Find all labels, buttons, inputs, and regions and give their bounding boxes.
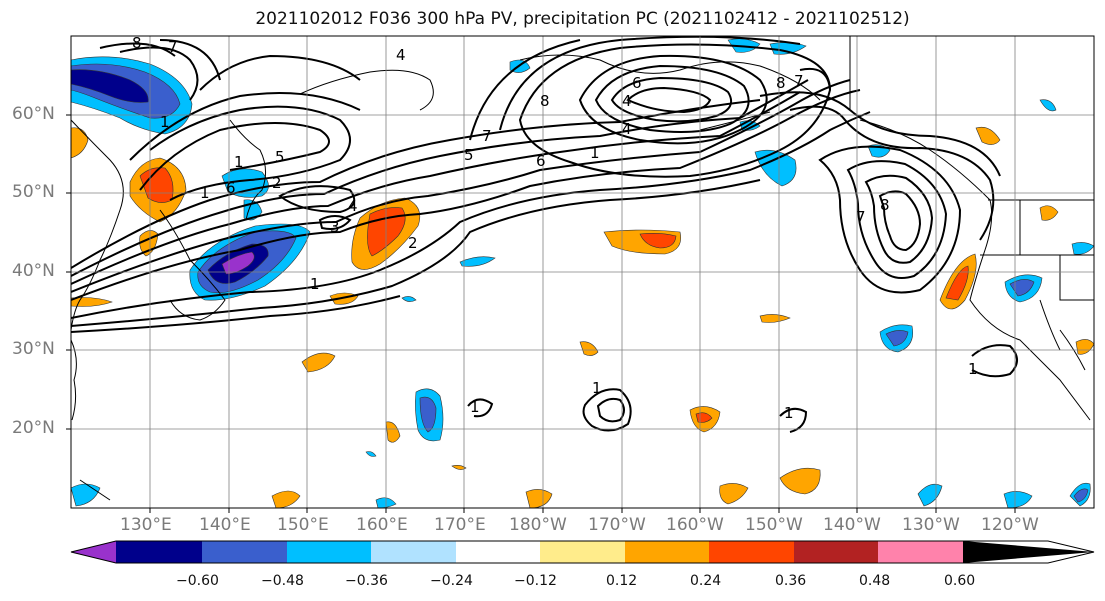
- contour-label: 8: [776, 74, 786, 92]
- lon-label: 130°E: [120, 515, 172, 535]
- coastlines: [71, 54, 1091, 501]
- axis-ticks: [66, 114, 1016, 513]
- contour-label: 8: [540, 92, 550, 110]
- colorbar-cell: [116, 541, 202, 563]
- lon-label: 170°W: [588, 515, 646, 535]
- contour-label: 7: [856, 208, 866, 226]
- contour-label: 2: [272, 174, 282, 192]
- colorbar-cell: [371, 541, 456, 563]
- colorbar-cell: [287, 541, 371, 563]
- contour-label: 5: [275, 148, 285, 166]
- colorbar-cell: [794, 541, 878, 563]
- contour-label: 1: [590, 144, 600, 162]
- contour-label: 1: [234, 153, 244, 171]
- colorbar-cell: [625, 541, 709, 563]
- colorbar-tick-label: −0.48: [261, 573, 304, 589]
- colorbar: [70, 540, 1095, 564]
- contour-label: 7: [482, 127, 492, 145]
- colorbar-tick-label: −0.24: [430, 573, 473, 589]
- lon-label: 130°W: [902, 515, 960, 535]
- colorbar-cell: [709, 541, 794, 563]
- lat-label: 50°N: [12, 182, 55, 202]
- colorbar-tick-label: 0.48: [859, 573, 891, 589]
- map-area: 8 7 1 5 4 3 8 6 7 5 6 1 4 7 8 7 6 2 1 4 …: [71, 34, 1094, 508]
- contour-label: 1: [968, 360, 978, 378]
- contour-label: 1: [200, 184, 210, 202]
- contour-label: 5: [464, 146, 474, 164]
- political-borders: [849, 36, 1094, 301]
- colorbar-tick-label: 0.24: [690, 573, 722, 589]
- lon-label: 160°E: [356, 515, 408, 535]
- lon-label: 140°E: [199, 515, 251, 535]
- colorbar-cell: [456, 541, 540, 563]
- colorbar-tick-label: 0.60: [944, 573, 976, 589]
- contour-label: 6: [536, 152, 546, 170]
- figure-title: 2021102012 F036 300 hPa PV, precipitatio…: [255, 9, 910, 29]
- colorbar-arrow-low: [71, 541, 116, 563]
- colorbar-tick-label: 0.36: [775, 573, 807, 589]
- contour-label: 1: [784, 404, 794, 422]
- contour-label: 7: [794, 72, 804, 90]
- contour-label: 1: [160, 113, 170, 131]
- colorbar-cell: [202, 541, 287, 563]
- lat-label: 60°N: [12, 104, 55, 124]
- contour-label: 1: [592, 379, 602, 397]
- colorbar-arrow-high: [963, 541, 1094, 563]
- lon-label: 140°W: [823, 515, 881, 535]
- contour-label: 3: [330, 218, 340, 236]
- contour-label: 4: [622, 120, 632, 138]
- colorbar-tick-label: −0.36: [345, 573, 388, 589]
- lon-label: 160°W: [666, 515, 724, 535]
- gridlines: [71, 36, 1094, 508]
- contour-label: 6: [632, 74, 642, 92]
- colorbar-tick-label: −0.12: [514, 573, 557, 589]
- lon-label: 170°E: [434, 515, 486, 535]
- contour-label: 2: [408, 234, 418, 252]
- lat-label: 30°N: [12, 339, 55, 359]
- contour-label: 7: [168, 38, 178, 56]
- lat-label: 40°N: [12, 261, 55, 281]
- colorbar-cell: [540, 541, 625, 563]
- contour-label: 4: [396, 46, 406, 64]
- pv-contours: [71, 36, 1018, 433]
- lon-label: 150°W: [745, 515, 803, 535]
- lon-label: 120°W: [981, 515, 1039, 535]
- lon-label: 150°E: [277, 515, 329, 535]
- lat-label: 20°N: [12, 418, 55, 438]
- contour-labels: 8 7 1 5 4 3 8 6 7 5 6 1 4 7 8 7 6 2 1 4 …: [132, 34, 978, 422]
- contour-label: 4: [622, 92, 632, 110]
- contour-label: 8: [132, 34, 142, 52]
- colorbar-tick-label: −0.60: [176, 573, 219, 589]
- colorbar-tick-label: 0.12: [606, 573, 638, 589]
- contour-label: 1: [470, 398, 480, 416]
- lon-label: 180°W: [509, 515, 567, 535]
- contour-label: 8: [880, 196, 890, 214]
- contour-label: 6: [226, 179, 236, 197]
- contour-label: 4: [348, 197, 358, 215]
- contour-label: 1: [310, 275, 320, 293]
- colorbar-cell: [878, 541, 963, 563]
